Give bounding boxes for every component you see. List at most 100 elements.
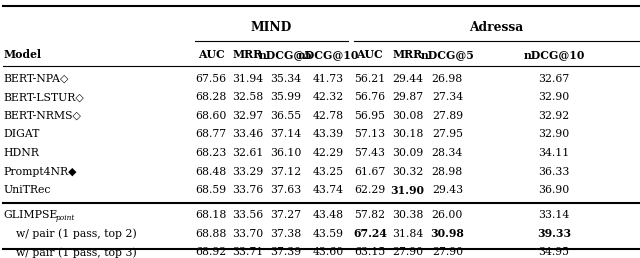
Text: 68.59: 68.59 — [196, 185, 227, 195]
Text: 43.59: 43.59 — [313, 229, 344, 239]
Text: HDNR: HDNR — [3, 148, 39, 158]
Text: 57.43: 57.43 — [355, 148, 385, 158]
Text: 32.67: 32.67 — [538, 74, 570, 84]
Text: 68.28: 68.28 — [195, 92, 227, 102]
Text: 56.76: 56.76 — [355, 92, 385, 102]
Text: 26.00: 26.00 — [431, 210, 463, 220]
Text: 68.18: 68.18 — [195, 210, 227, 220]
Text: BERT-NPA◇: BERT-NPA◇ — [3, 74, 68, 84]
Text: Prompt4NR◆: Prompt4NR◆ — [3, 167, 77, 176]
Text: BERT-NRMS◇: BERT-NRMS◇ — [3, 111, 81, 121]
Text: 32.90: 32.90 — [538, 130, 570, 139]
Text: 36.90: 36.90 — [538, 185, 570, 195]
Text: 36.33: 36.33 — [538, 167, 570, 176]
Text: w/ pair (1 pass, top 3): w/ pair (1 pass, top 3) — [16, 247, 137, 257]
Text: 26.98: 26.98 — [432, 74, 463, 84]
Text: 32.90: 32.90 — [538, 92, 570, 102]
Text: 56.95: 56.95 — [355, 111, 385, 121]
Text: 27.34: 27.34 — [432, 92, 463, 102]
Text: 30.09: 30.09 — [392, 148, 423, 158]
Text: 68.88: 68.88 — [195, 229, 227, 239]
Text: 39.33: 39.33 — [537, 228, 571, 239]
Text: 67.24: 67.24 — [353, 228, 387, 239]
Text: 37.27: 37.27 — [270, 210, 301, 220]
Text: 29.44: 29.44 — [392, 74, 423, 84]
Text: 43.39: 43.39 — [313, 130, 344, 139]
Text: 43.60: 43.60 — [313, 247, 344, 257]
Text: MIND: MIND — [251, 21, 292, 34]
Text: 32.97: 32.97 — [232, 111, 264, 121]
Text: 30.32: 30.32 — [392, 167, 423, 176]
Text: nDCG@10: nDCG@10 — [524, 49, 584, 60]
Text: 67.56: 67.56 — [196, 74, 227, 84]
Text: 33.29: 33.29 — [232, 167, 264, 176]
Text: 28.34: 28.34 — [432, 148, 463, 158]
Text: DIGAT: DIGAT — [3, 130, 40, 139]
Text: 42.78: 42.78 — [313, 111, 344, 121]
Text: 33.76: 33.76 — [232, 185, 264, 195]
Text: 37.38: 37.38 — [270, 229, 301, 239]
Text: 43.74: 43.74 — [313, 185, 344, 195]
Text: 34.11: 34.11 — [538, 148, 570, 158]
Text: 34.95: 34.95 — [538, 247, 570, 257]
Text: Adressa: Adressa — [469, 21, 524, 34]
Text: 27.90: 27.90 — [392, 247, 423, 257]
Text: 29.87: 29.87 — [392, 92, 423, 102]
Text: nDCG@5: nDCG@5 — [259, 49, 313, 60]
Text: 37.63: 37.63 — [270, 185, 301, 195]
Text: UniTRec: UniTRec — [3, 185, 51, 195]
Text: 35.34: 35.34 — [270, 74, 301, 84]
Text: 37.14: 37.14 — [270, 130, 301, 139]
Text: point: point — [56, 214, 75, 222]
Text: 43.48: 43.48 — [313, 210, 344, 220]
Text: 37.12: 37.12 — [270, 167, 301, 176]
Text: 30.18: 30.18 — [392, 130, 423, 139]
Text: 37.39: 37.39 — [270, 247, 301, 257]
Text: MRR: MRR — [233, 49, 263, 60]
Text: 42.32: 42.32 — [313, 92, 344, 102]
Text: 30.98: 30.98 — [431, 228, 464, 239]
Text: 28.98: 28.98 — [432, 167, 463, 176]
Text: 29.43: 29.43 — [432, 185, 463, 195]
Text: 33.14: 33.14 — [538, 210, 570, 220]
Text: 42.29: 42.29 — [313, 148, 344, 158]
Text: 33.70: 33.70 — [232, 229, 264, 239]
Text: 36.10: 36.10 — [270, 148, 301, 158]
Text: 33.71: 33.71 — [232, 247, 264, 257]
Text: 63.15: 63.15 — [355, 247, 385, 257]
Text: 61.67: 61.67 — [355, 167, 385, 176]
Text: 32.61: 32.61 — [232, 148, 264, 158]
Text: Model: Model — [3, 49, 42, 60]
Text: AUC: AUC — [198, 49, 225, 60]
Text: 33.56: 33.56 — [232, 210, 264, 220]
Text: 33.46: 33.46 — [232, 130, 264, 139]
Text: 32.58: 32.58 — [232, 92, 264, 102]
Text: 68.92: 68.92 — [196, 247, 227, 257]
Text: 31.94: 31.94 — [232, 74, 264, 84]
Text: 27.89: 27.89 — [432, 111, 463, 121]
Text: 57.13: 57.13 — [355, 130, 385, 139]
Text: 27.95: 27.95 — [432, 130, 463, 139]
Text: 68.23: 68.23 — [195, 148, 227, 158]
Text: BERT-LSTUR◇: BERT-LSTUR◇ — [3, 92, 84, 102]
Text: MRR: MRR — [392, 49, 422, 60]
Text: 56.21: 56.21 — [355, 74, 385, 84]
Text: 35.99: 35.99 — [270, 92, 301, 102]
Text: 36.55: 36.55 — [270, 111, 301, 121]
Text: 43.25: 43.25 — [313, 167, 344, 176]
Text: 41.73: 41.73 — [313, 74, 344, 84]
Text: nDCG@10: nDCG@10 — [298, 49, 359, 60]
Text: 68.48: 68.48 — [196, 167, 227, 176]
Text: 62.29: 62.29 — [355, 185, 385, 195]
Text: 57.82: 57.82 — [355, 210, 385, 220]
Text: 31.90: 31.90 — [390, 185, 424, 196]
Text: w/ pair (1 pass, top 2): w/ pair (1 pass, top 2) — [16, 229, 137, 239]
Text: 32.92: 32.92 — [538, 111, 570, 121]
Text: 30.38: 30.38 — [392, 210, 423, 220]
Text: 30.08: 30.08 — [392, 111, 423, 121]
Text: nDCG@5: nDCG@5 — [420, 49, 474, 60]
Text: GLIMPSE: GLIMPSE — [3, 210, 58, 220]
Text: AUC: AUC — [356, 49, 383, 60]
Text: 68.77: 68.77 — [196, 130, 227, 139]
Text: 31.84: 31.84 — [392, 229, 423, 239]
